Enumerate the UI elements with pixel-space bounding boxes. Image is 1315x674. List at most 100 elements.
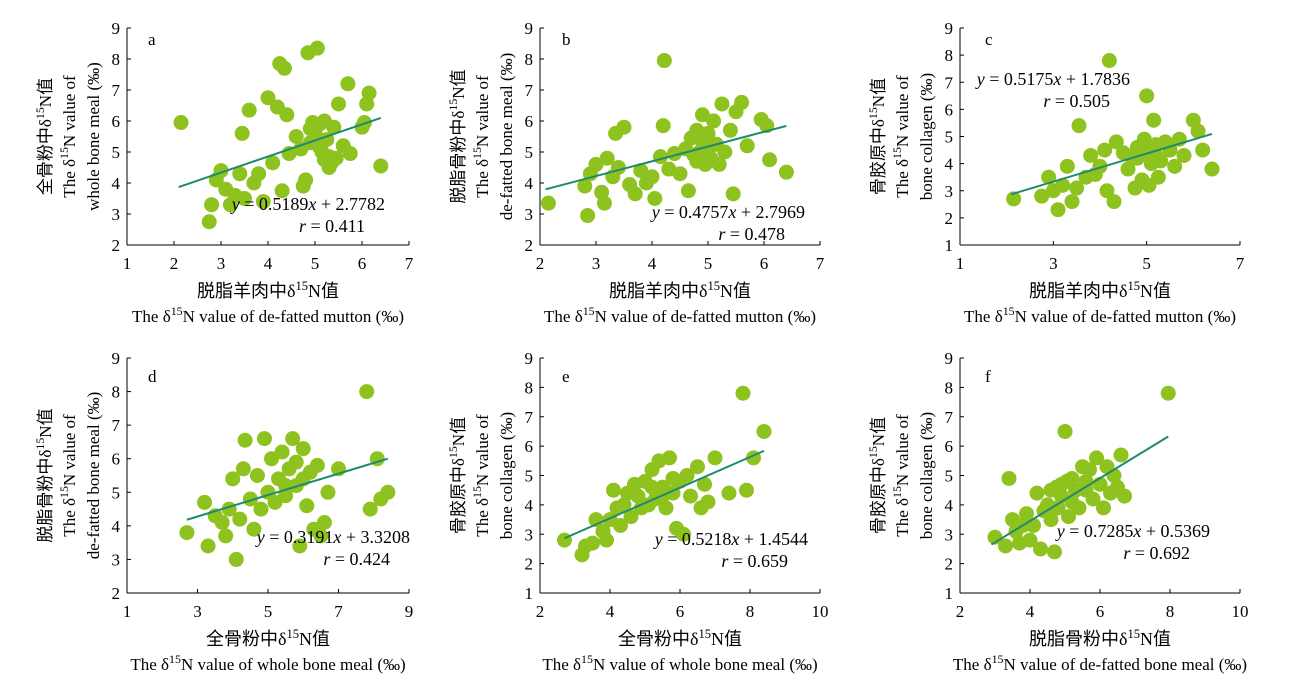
x-axis-label-en: The δ15N value of whole bone meal (‰) xyxy=(130,652,405,674)
regression-equation: y = 0.4757x + 2.7969 xyxy=(650,202,805,222)
data-point xyxy=(1059,158,1075,174)
data-point xyxy=(200,538,216,554)
y-tick-label: 9 xyxy=(945,19,954,38)
data-point xyxy=(255,194,271,210)
x-tick-label: 5 xyxy=(1142,254,1151,273)
data-point xyxy=(756,423,772,439)
y-tick-label: 8 xyxy=(112,383,121,402)
data-point xyxy=(237,432,253,448)
data-point xyxy=(249,468,265,483)
x-axis-label-en: The δ15N value of de-fatted mutton (‰) xyxy=(132,304,404,326)
data-point xyxy=(1019,506,1034,522)
data-point xyxy=(697,476,712,492)
y-tick-label: 1 xyxy=(945,236,954,255)
data-point xyxy=(680,183,696,199)
data-point xyxy=(1082,462,1097,478)
y-tick-label: 3 xyxy=(525,525,534,544)
data-point xyxy=(253,501,269,517)
data-point xyxy=(585,535,600,551)
regression-equation: y = 0.5218x + 1.4544 xyxy=(653,529,808,549)
data-point xyxy=(616,119,632,135)
data-point xyxy=(725,186,741,202)
data-point xyxy=(321,149,337,165)
y-tick-label: 3 xyxy=(112,550,121,569)
data-point xyxy=(1061,509,1076,525)
data-point xyxy=(739,482,754,498)
x-tick-label: 7 xyxy=(1236,254,1245,273)
data-point xyxy=(309,457,325,473)
data-point xyxy=(312,139,328,155)
y-tick-label: 3 xyxy=(525,205,534,224)
y-axis-label-cn: 骨胶原中δ15N值 xyxy=(866,78,888,195)
data-point xyxy=(1167,158,1183,174)
data-point xyxy=(689,153,705,169)
data-point xyxy=(683,488,698,504)
data-point xyxy=(242,491,258,507)
data-point xyxy=(694,133,710,149)
panel-label: d xyxy=(148,367,157,386)
y-tick-label: 5 xyxy=(945,467,954,486)
y-axis-label-en: whole bone meal (‰) xyxy=(84,62,103,211)
data-point xyxy=(218,528,234,544)
x-axis-label-en: The δ15N value of de-fatted mutton (‰) xyxy=(964,304,1236,326)
data-point xyxy=(274,444,290,460)
x-axis-label-cn: 全骨粉中δ15N值 xyxy=(206,627,330,649)
data-point xyxy=(274,183,290,199)
data-point xyxy=(661,161,677,177)
data-point xyxy=(197,494,213,510)
data-point xyxy=(721,485,737,501)
data-point xyxy=(540,195,556,211)
y-tick-label: 9 xyxy=(525,349,534,368)
fit-line xyxy=(564,449,765,540)
data-point xyxy=(610,160,626,175)
y-axis-label-cn: 骨胶原中δ15N值 xyxy=(866,417,888,534)
data-point xyxy=(292,538,308,554)
data-point xyxy=(557,532,572,548)
panel-label: f xyxy=(985,367,991,386)
data-point xyxy=(320,484,336,500)
data-point xyxy=(722,122,738,138)
y-tick-label: 8 xyxy=(525,50,534,69)
y-tick-label: 7 xyxy=(112,81,121,100)
data-point xyxy=(1117,488,1132,504)
data-point xyxy=(288,129,304,144)
data-point xyxy=(665,470,681,486)
data-point xyxy=(1043,512,1059,528)
y-tick-label: 9 xyxy=(945,349,954,368)
data-point xyxy=(204,197,220,213)
data-point xyxy=(1047,544,1062,560)
data-point xyxy=(251,166,267,182)
data-point xyxy=(173,115,189,131)
data-point xyxy=(373,158,389,174)
data-point xyxy=(606,482,621,498)
data-point xyxy=(359,384,375,400)
correlation-coefficient: r = 0.478 xyxy=(718,224,785,244)
data-point xyxy=(316,515,332,530)
y-tick-label: 2 xyxy=(525,236,534,255)
x-axis-label-cn: 全骨粉中δ15N值 xyxy=(618,627,742,649)
x-tick-label: 5 xyxy=(704,254,713,273)
x-tick-label: 9 xyxy=(405,602,414,621)
data-point xyxy=(1083,147,1099,163)
y-axis-label-en: The δ15N value of xyxy=(57,75,79,198)
data-point xyxy=(652,149,668,165)
data-point xyxy=(1195,142,1211,158)
data-point xyxy=(232,166,248,182)
data-point xyxy=(342,146,358,162)
x-tick-label: 4 xyxy=(1026,602,1035,621)
panel-label: e xyxy=(562,367,570,386)
y-tick-label: 5 xyxy=(525,467,534,486)
y-tick-label: 6 xyxy=(945,437,954,456)
y-tick-label: 8 xyxy=(945,46,954,65)
y-tick-label: 8 xyxy=(525,378,534,397)
y-tick-label: 6 xyxy=(945,100,954,119)
data-point xyxy=(241,102,257,118)
data-point xyxy=(633,163,649,179)
y-tick-label: 8 xyxy=(112,50,121,69)
data-point xyxy=(1064,470,1080,486)
x-tick-label: 6 xyxy=(676,602,685,621)
y-axis-label-en: The δ15N value of xyxy=(470,414,492,537)
correlation-coefficient: r = 0.692 xyxy=(1123,543,1190,563)
y-tick-label: 7 xyxy=(945,73,954,92)
data-point xyxy=(694,107,710,123)
